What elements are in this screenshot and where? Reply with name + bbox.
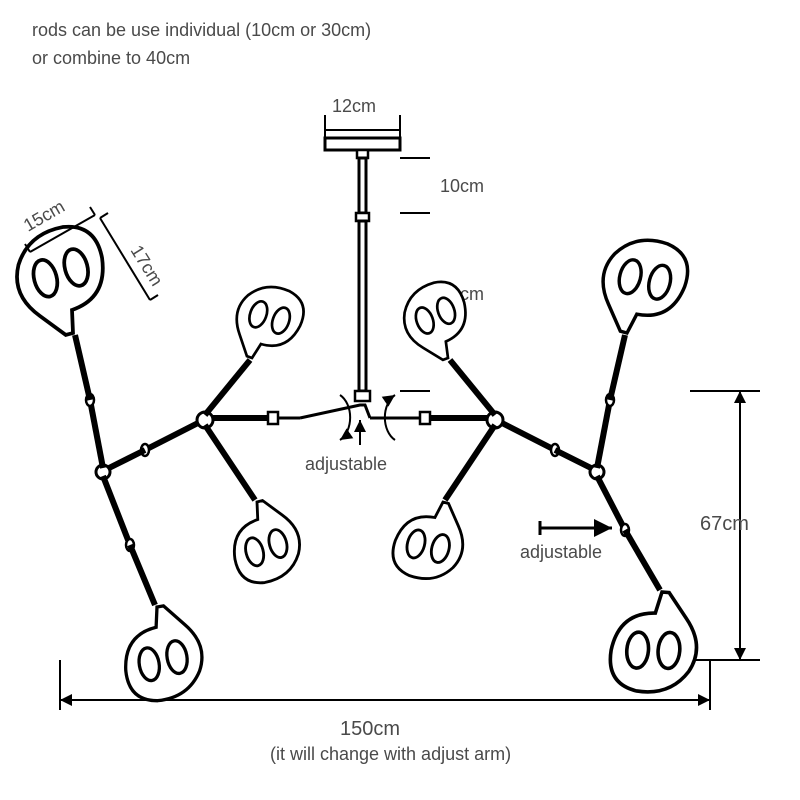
left-hub: [75, 335, 255, 605]
canopy-width-label: 12cm: [332, 96, 376, 116]
shade-outer-right-up: [591, 230, 695, 345]
adjustable-arm-label: adjustable: [520, 542, 602, 562]
canopy-assembly: 12cm 10cm 30cm: [325, 96, 484, 401]
shade-outer-right-down: [608, 588, 702, 696]
chandelier-diagram: rods can be use individual (10cm or 30cm…: [0, 0, 800, 800]
rod-short-label: 10cm: [440, 176, 484, 196]
height-label: 67cm: [700, 513, 749, 535]
shade-outer-left-up: [6, 219, 119, 344]
height-dimension: 67cm: [690, 391, 760, 660]
shade-height-label: 17cm: [127, 242, 167, 290]
shade-inner-left-down: [222, 494, 308, 589]
shade-inner-right-down: [387, 493, 473, 588]
note-line-1: rods can be use individual (10cm or 30cm…: [32, 20, 371, 40]
width-label: 150cm: [340, 718, 400, 740]
adjustable-center-label: adjustable: [305, 454, 387, 474]
note-line-2: or combine to 40cm: [32, 48, 190, 68]
width-note-label: (it will change with adjust arm): [270, 744, 511, 764]
shade-outer-left-down: [116, 601, 209, 706]
shade-inner-left-up: [224, 277, 310, 370]
adjustable-arm-indicator: adjustable: [520, 521, 612, 562]
